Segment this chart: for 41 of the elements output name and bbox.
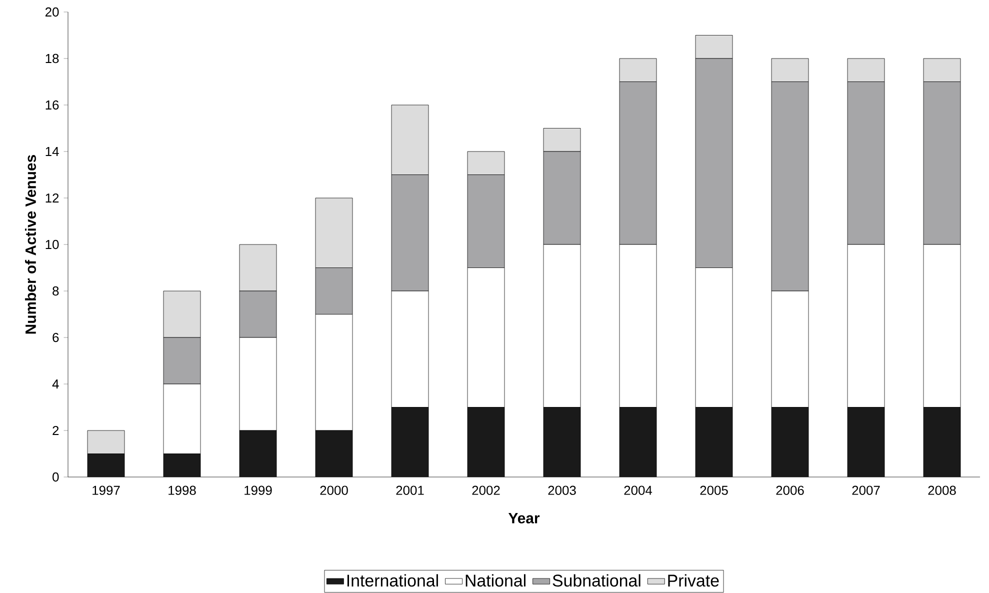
x-tick-label: 1998 bbox=[168, 486, 196, 495]
legend-label: Subnational bbox=[552, 574, 640, 587]
y-tick-label: 10 bbox=[46, 240, 59, 250]
legend-label: International bbox=[347, 574, 438, 587]
bar bbox=[392, 407, 429, 477]
bar bbox=[696, 407, 733, 477]
x-tick-label: 2000 bbox=[320, 486, 348, 495]
x-tick-label: 1999 bbox=[244, 486, 272, 495]
x-tick-label: 2006 bbox=[776, 486, 804, 495]
y-tick-label: 16 bbox=[46, 100, 59, 110]
y-tick-label: 8 bbox=[52, 286, 59, 296]
bar bbox=[164, 454, 200, 477]
bar bbox=[316, 430, 353, 477]
bar bbox=[468, 407, 505, 477]
bar bbox=[620, 407, 657, 477]
bar bbox=[848, 407, 885, 477]
legend-label: National bbox=[466, 574, 526, 587]
y-tick-label: 20 bbox=[45, 7, 59, 17]
x-tick-label: 2004 bbox=[624, 486, 652, 495]
y-tick-label: 0 bbox=[52, 472, 59, 482]
y-tick-label: 2 bbox=[52, 426, 59, 436]
y-tick-label: 18 bbox=[46, 54, 59, 64]
bar bbox=[240, 430, 277, 477]
y-tick-label: 4 bbox=[52, 380, 59, 388]
x-tick-label: 2007 bbox=[852, 486, 880, 495]
x-tick-label: 2003 bbox=[548, 486, 576, 495]
x-tick-label: 2008 bbox=[928, 486, 956, 495]
legend-label: Private bbox=[668, 574, 719, 587]
x-tick-label: 2001 bbox=[396, 486, 424, 495]
x-axis-title: Year bbox=[508, 513, 540, 524]
x-tick-label: 1997 bbox=[92, 486, 120, 495]
bar bbox=[772, 407, 809, 477]
x-tick-label: 2005 bbox=[700, 486, 728, 495]
bar bbox=[544, 407, 581, 477]
y-tick-label: 6 bbox=[52, 332, 59, 342]
bar bbox=[923, 407, 961, 477]
bar bbox=[88, 454, 124, 477]
x-tick-label: 2002 bbox=[472, 486, 500, 495]
y-tick-label: 14 bbox=[46, 147, 59, 156]
y-tick-label: 12 bbox=[46, 193, 59, 203]
y-axis-title: Number of Active Venues bbox=[25, 155, 36, 334]
